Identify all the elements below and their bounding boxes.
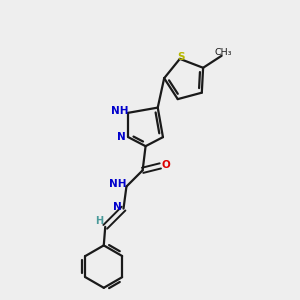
- Text: NH: NH: [110, 179, 127, 189]
- Text: H: H: [95, 216, 103, 226]
- Text: S: S: [178, 52, 185, 62]
- Text: N: N: [117, 132, 126, 142]
- Text: O: O: [161, 160, 170, 170]
- Text: N: N: [112, 202, 122, 212]
- Text: CH₃: CH₃: [214, 48, 232, 57]
- Text: NH: NH: [111, 106, 129, 116]
